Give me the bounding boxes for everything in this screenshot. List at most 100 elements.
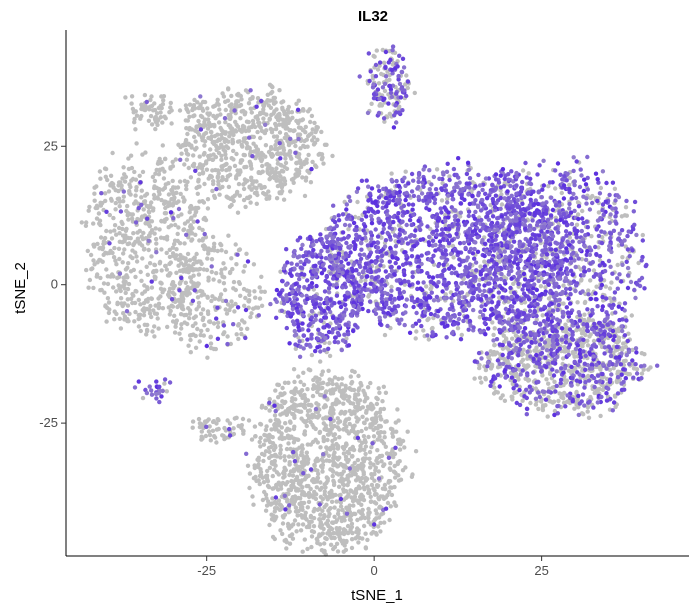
scatter-point [98, 235, 104, 240]
scatter-point [94, 216, 100, 221]
scatter-point [355, 463, 361, 469]
scatter-point [306, 499, 312, 505]
scatter-point [327, 353, 333, 359]
scatter-point [277, 191, 282, 196]
scatter-point [270, 127, 275, 133]
scatter-point [315, 458, 321, 463]
scatter-point-expressing [215, 305, 220, 310]
scatter-point-expressing [395, 303, 401, 309]
scatter-point [200, 436, 205, 441]
scatter-point [247, 145, 252, 151]
scatter-point [104, 228, 109, 234]
scatter-point [176, 257, 182, 262]
scatter-point [234, 151, 239, 157]
scatter-point [126, 319, 131, 324]
scatter-point [343, 454, 349, 459]
scatter-point [525, 356, 530, 361]
scatter-point [199, 328, 204, 334]
scatter-point [308, 119, 313, 125]
scatter-point [641, 367, 646, 372]
scatter-point [341, 389, 346, 395]
scatter-point-expressing [351, 220, 357, 226]
scatter-point-expressing [395, 318, 400, 323]
scatter-point [170, 159, 175, 165]
scatter-point-expressing [340, 230, 346, 235]
scatter-point [212, 193, 217, 199]
scatter-point [320, 531, 325, 536]
scatter-point [177, 179, 183, 184]
scatter-point [620, 347, 625, 352]
scatter-point [215, 417, 220, 422]
scatter-point [103, 191, 108, 196]
scatter-point-expressing [404, 222, 409, 228]
scatter-point-expressing [391, 125, 397, 130]
scatter-point [272, 95, 278, 101]
scatter-point [324, 426, 329, 431]
scatter-point [239, 129, 244, 134]
scatter-point [621, 341, 626, 346]
scatter-point [331, 446, 336, 451]
scatter-point [356, 509, 362, 514]
scatter-point [113, 207, 118, 212]
scatter-point [206, 156, 212, 162]
scatter-point [331, 480, 337, 485]
scatter-point [561, 396, 566, 401]
scatter-point [335, 416, 340, 421]
scatter-point [112, 317, 117, 322]
scatter-point [261, 110, 266, 116]
scatter-point-expressing [250, 154, 255, 159]
scatter-point [329, 405, 334, 410]
scatter-point [304, 524, 310, 530]
scatter-point [296, 508, 301, 514]
scatter-point [205, 327, 210, 333]
scatter-point [588, 394, 593, 400]
scatter-point [278, 451, 283, 456]
scatter-point [233, 287, 238, 293]
scatter-point [340, 515, 345, 521]
scatter-point [215, 324, 221, 330]
scatter-point [135, 216, 140, 222]
scatter-point-expressing [389, 300, 395, 305]
scatter-point [322, 403, 328, 409]
scatter-point-expressing [389, 264, 394, 270]
scatter-point-expressing [107, 241, 112, 246]
scatter-point [206, 311, 211, 317]
scatter-point [590, 318, 596, 323]
scatter-point [222, 287, 228, 293]
scatter-point [384, 419, 389, 424]
scatter-point [616, 369, 622, 375]
scatter-point [265, 98, 270, 103]
scatter-point-expressing [427, 168, 432, 173]
scatter-point [263, 427, 269, 433]
scatter-point-expressing [390, 48, 395, 53]
scatter-point [293, 462, 298, 467]
scatter-point [272, 443, 278, 448]
scatter-point [258, 422, 264, 427]
scatter-point [144, 332, 149, 337]
scatter-point [111, 285, 116, 290]
scatter-point [303, 130, 308, 135]
scatter-point-expressing [421, 198, 426, 203]
scatter-point [395, 437, 401, 443]
scatter-point [540, 407, 546, 413]
scatter-point [312, 140, 318, 146]
scatter-point [363, 439, 368, 445]
scatter-point [172, 330, 178, 335]
scatter-point [574, 222, 580, 227]
scatter-point [106, 310, 112, 316]
scatter-point [141, 207, 146, 212]
scatter-point [102, 166, 108, 171]
scatter-point [117, 231, 122, 236]
scatter-point [98, 275, 103, 281]
scatter-point [84, 220, 89, 225]
scatter-point [256, 170, 261, 175]
scatter-point [227, 307, 232, 313]
scatter-point [231, 279, 237, 285]
scatter-point [173, 157, 178, 162]
scatter-point-expressing [399, 69, 404, 75]
scatter-point [367, 292, 372, 298]
scatter-point-expressing [171, 216, 176, 221]
scatter-point [132, 116, 137, 122]
scatter-point [210, 157, 215, 162]
scatter-point [316, 471, 321, 477]
